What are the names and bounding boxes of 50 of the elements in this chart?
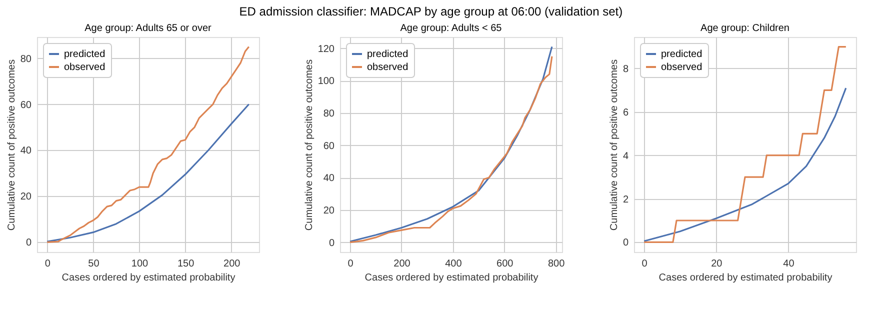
legend-label: predicted: [661, 49, 702, 60]
y-tick-label: 4: [622, 150, 629, 162]
legend-label: predicted: [64, 49, 106, 60]
line-series: [46, 103, 250, 242]
line-series: [46, 46, 250, 244]
y-tick-label: 6: [622, 107, 629, 118]
y-axis-title: Cumulative count of positive outcomes: [304, 59, 315, 231]
x-tick-label: 150: [177, 258, 195, 270]
y-tick-label: 80: [323, 108, 335, 120]
y-tick-label: 0: [622, 238, 629, 249]
x-tick-label: 0: [348, 258, 354, 270]
y-axis-title: Cumulative count of positive outcomes: [6, 59, 18, 231]
chart-title: Age group: Adults 65 or over: [84, 23, 212, 34]
y-tick-label: 20: [323, 205, 335, 216]
x-tick-label: 0: [642, 258, 648, 270]
y-tick-label: 8: [622, 64, 629, 75]
x-axis-title: Cases ordered by estimated probability: [658, 272, 832, 284]
legend-label: observed: [367, 62, 408, 73]
y-tick-label: 20: [20, 192, 32, 203]
y-tick-label: 60: [20, 100, 32, 111]
text: ED admission classifier: MADCAP by age group at 06:00 (validation set): [239, 4, 623, 18]
legend-label: predicted: [367, 49, 408, 60]
x-tick-label: 50: [88, 258, 100, 270]
y-tick-label: 2: [622, 194, 629, 206]
y-tick-label: 100: [318, 76, 335, 88]
x-axis-title: Cases ordered by estimated probability: [62, 272, 236, 284]
x-tick-label: 20: [711, 258, 723, 270]
y-tick-label: 120: [318, 44, 335, 55]
y-tick-label: 40: [323, 173, 335, 184]
x-tick-label: 100: [131, 258, 149, 270]
y-tick-label: 60: [323, 140, 335, 152]
x-tick-label: 0: [44, 258, 51, 270]
x-tick-label: 800: [548, 258, 566, 270]
x-tick-label: 200: [224, 258, 241, 270]
x-tick-label: 40: [783, 258, 795, 270]
y-tick-label: 40: [20, 146, 32, 157]
line-series: [643, 46, 847, 244]
chart-title: Age group: Adults < 65: [400, 23, 502, 34]
line-series: [643, 87, 847, 242]
x-axis-title: Cases ordered by estimated probability: [364, 272, 538, 284]
x-tick-label: 600: [496, 258, 514, 270]
y-tick-label: 0: [26, 238, 32, 249]
x-tick-label: 200: [394, 258, 411, 270]
x-tick-label: 400: [445, 258, 462, 270]
y-tick-label: 80: [20, 54, 32, 65]
legend-label: observed: [64, 62, 106, 73]
chart-title: Age group: Children: [700, 23, 790, 34]
y-tick-label: 0: [328, 238, 335, 249]
y-axis-title: Cumulative count of positive outcomes: [608, 59, 620, 231]
legend-label: observed: [661, 62, 702, 73]
